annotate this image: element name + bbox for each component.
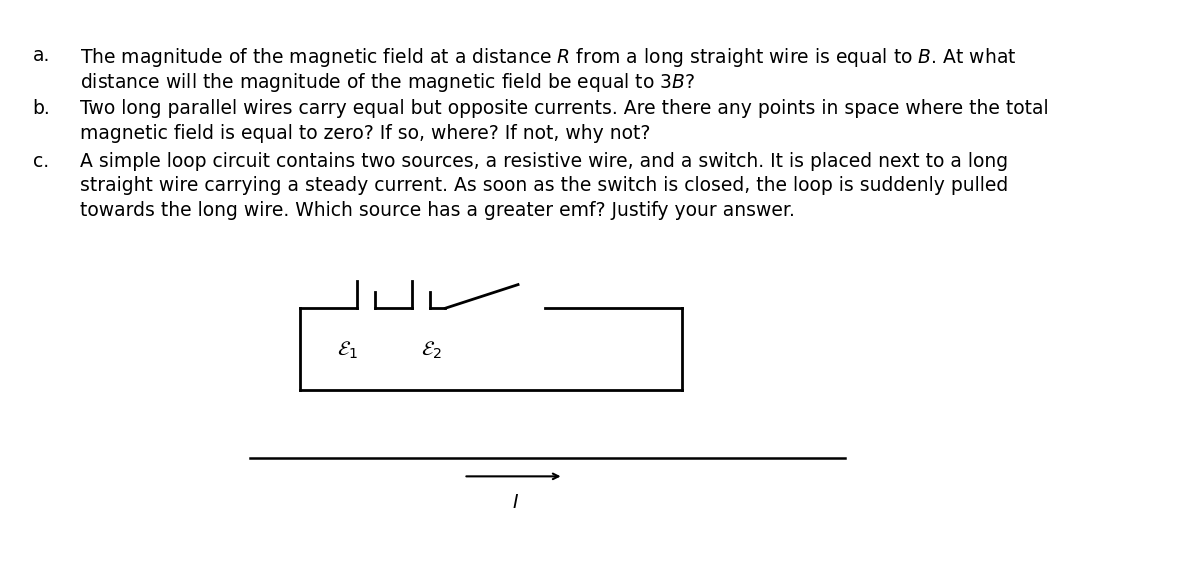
Text: b.: b. (32, 99, 50, 118)
Text: A simple loop circuit contains two sources, a resistive wire, and a switch. It i: A simple loop circuit contains two sourc… (80, 152, 1008, 171)
Text: distance will the magnitude of the magnetic field be equal to $3B$?: distance will the magnitude of the magne… (80, 71, 695, 94)
Text: c.: c. (32, 152, 49, 171)
Text: magnetic field is equal to zero? If so, where? If not, why not?: magnetic field is equal to zero? If so, … (80, 124, 650, 143)
Text: Two long parallel wires carry equal but opposite currents. Are there any points : Two long parallel wires carry equal but … (80, 99, 1049, 118)
Text: $I$: $I$ (511, 493, 518, 512)
Text: The magnitude of the magnetic field at a distance $R$ from a long straight wire : The magnitude of the magnetic field at a… (80, 46, 1016, 70)
Text: straight wire carrying a steady current. As soon as the switch is closed, the lo: straight wire carrying a steady current.… (80, 177, 1008, 195)
Text: a.: a. (32, 46, 50, 66)
Text: towards the long wire. Which source has a greater emf? Justify your answer.: towards the long wire. Which source has … (80, 201, 794, 220)
Text: $\mathcal{E}_1$: $\mathcal{E}_1$ (337, 340, 358, 361)
Text: $\mathcal{E}_2$: $\mathcal{E}_2$ (421, 340, 442, 361)
